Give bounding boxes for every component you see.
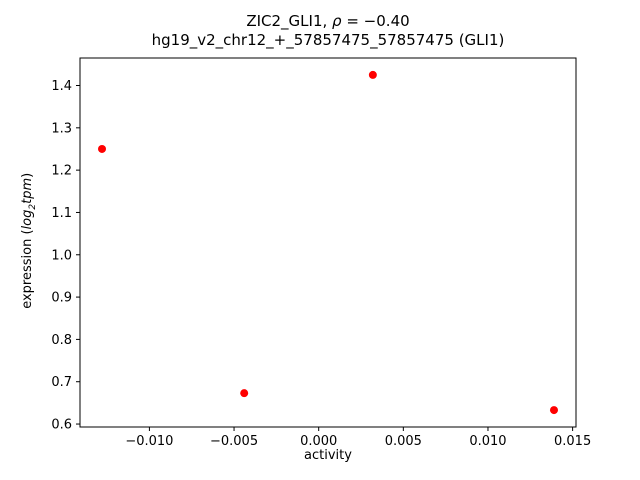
x-axis-label: activity	[304, 448, 352, 463]
x-tick-label: 0.015	[554, 434, 591, 449]
x-tick-label: 0.005	[385, 434, 422, 449]
axes-spines	[79, 57, 577, 428]
chart-title-line2: hg19_v2_chr12_+_57857475_57857475 (GLI1)	[151, 31, 505, 49]
chart-title: ZIC2_GLI1, ρ = −0.40 hg19_v2_chr12_+_578…	[80, 12, 576, 50]
y-tick-label: 1.4	[51, 79, 72, 94]
data-point	[549, 406, 558, 415]
chart-title-line1: ZIC2_GLI1, ρ = −0.40	[246, 12, 410, 30]
data-point	[240, 389, 249, 398]
x-tick-label: −0.010	[125, 434, 173, 449]
data-point	[98, 144, 107, 153]
x-tick-label: 0.000	[300, 434, 337, 449]
x-tick-label: 0.010	[469, 434, 506, 449]
y-tick-label: 1.1	[51, 206, 72, 221]
y-axis-label: expression (log2tpm)	[20, 172, 38, 309]
y-tick-label: 0.7	[51, 375, 72, 390]
rho-symbol: ρ	[332, 12, 342, 30]
data-point	[368, 70, 377, 79]
y-tick-label: 1.3	[51, 121, 72, 136]
y-tick-label: 0.6	[51, 418, 72, 433]
y-tick-label: 1.2	[51, 164, 72, 179]
y-tick-label: 1.0	[51, 248, 72, 263]
y-tick-label: 0.9	[51, 291, 72, 306]
y-tick-label: 0.8	[51, 333, 72, 348]
x-tick-label: −0.005	[210, 434, 258, 449]
